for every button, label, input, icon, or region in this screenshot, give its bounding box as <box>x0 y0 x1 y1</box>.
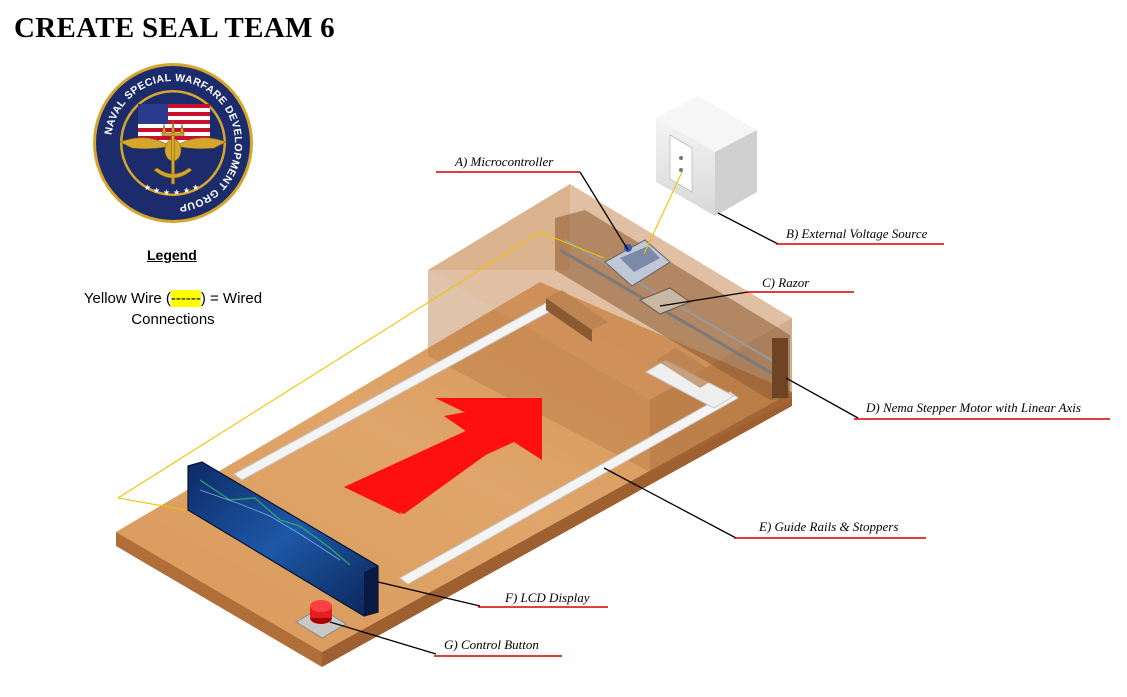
control-button <box>295 600 347 639</box>
svg-text:★: ★ <box>192 183 199 192</box>
legend-wire-sample: ------ <box>170 290 201 307</box>
callout-f-lcd-display: F) LCD Display <box>505 590 590 605</box>
callout-underlines <box>434 171 1110 657</box>
direction-arrow-fill <box>344 398 542 514</box>
callout-e-guide-rails: E) Guide Rails & Stoppers <box>759 519 899 534</box>
navy-seal-logo: NAVAL SPECIAL WARFARE DEVELOPMENT GROUP … <box>93 63 253 223</box>
stars-decoration: ★ ★ ★ ★ ★ ★ <box>144 183 199 197</box>
lcd-display <box>187 461 379 617</box>
microcontroller <box>604 239 671 287</box>
us-flag-icon <box>138 104 210 144</box>
trident-eagle-icon <box>119 119 227 185</box>
callout-d-stepper-motor: D) Nema Stepper Motor with Linear Axis <box>866 400 1081 415</box>
callout-c-razor: C) Razor <box>762 275 810 290</box>
svg-text:★: ★ <box>153 186 160 195</box>
razor <box>638 287 692 315</box>
callout-b-external-voltage-source: B) External Voltage Source <box>786 226 928 241</box>
yellow-wires <box>117 171 683 511</box>
svg-text:★: ★ <box>163 188 170 197</box>
page-title: CREATE SEAL TEAM 6 <box>14 12 335 44</box>
legend-heading: Legend <box>147 247 197 263</box>
legend-line2: Connections <box>131 311 215 328</box>
legend-suffix: ) = Wired <box>200 290 263 307</box>
callout-g-control-button: G) Control Button <box>444 637 539 652</box>
external-voltage-source <box>656 96 757 216</box>
legend-prefix: Yellow Wire ( <box>83 290 171 307</box>
leader-lines <box>329 171 859 655</box>
guide-rails <box>233 290 739 585</box>
callout-a-microcontroller: A) Microcontroller <box>455 154 554 169</box>
svg-text:★: ★ <box>173 188 180 197</box>
legend-text: Yellow Wire (------) = Wired Connections <box>58 288 288 330</box>
svg-text:★: ★ <box>183 186 190 195</box>
svg-text:★: ★ <box>144 183 151 192</box>
